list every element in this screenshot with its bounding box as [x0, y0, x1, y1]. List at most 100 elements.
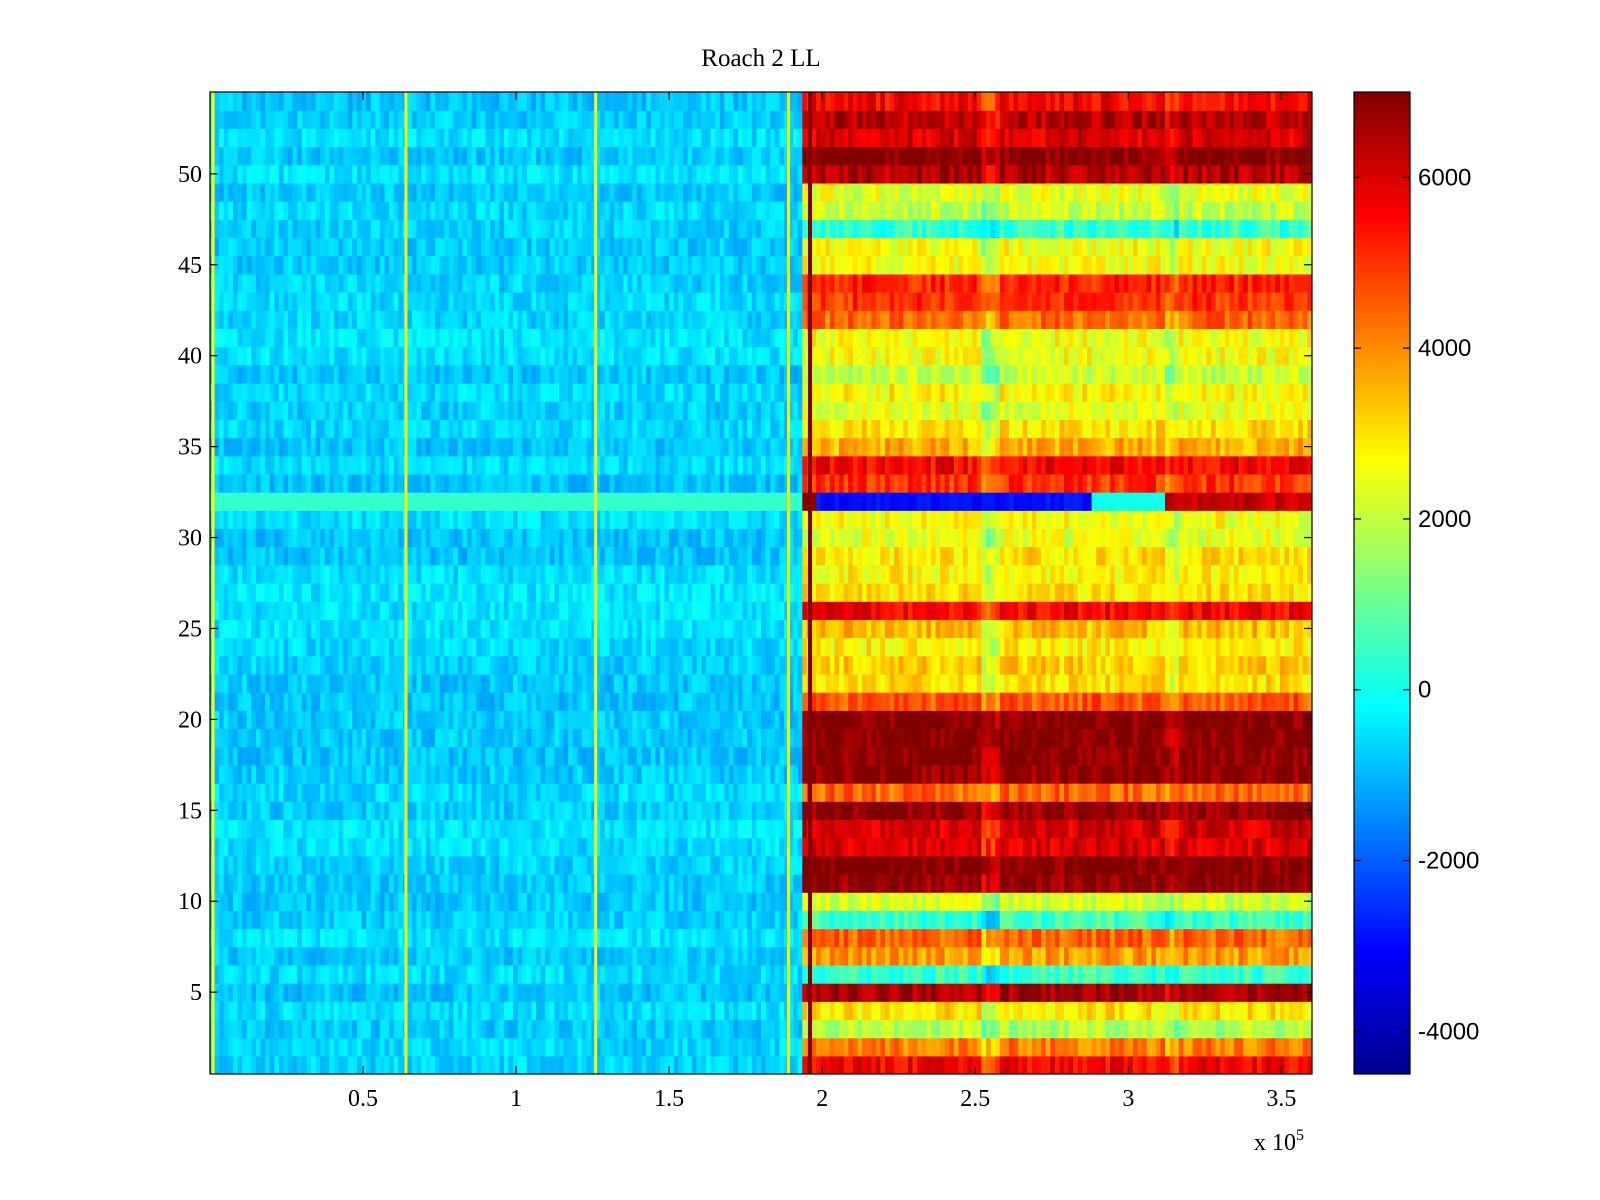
heatmap-cell [1082, 946, 1088, 966]
heatmap-cell [1050, 783, 1056, 802]
heatmap-cell [655, 1037, 661, 1057]
heatmap-cell [1105, 1019, 1111, 1039]
heatmap-cell [237, 873, 243, 893]
heatmap-cell [1279, 764, 1286, 784]
heatmap-cell [1174, 928, 1180, 948]
heatmap-cell [366, 928, 372, 948]
heatmap-cell [1298, 892, 1304, 911]
heatmap-cell [705, 746, 712, 766]
heatmap-cell [609, 728, 615, 748]
heatmap-cell [439, 783, 445, 802]
heatmap-cell [384, 983, 390, 1002]
heatmap-cell [517, 855, 523, 875]
heatmap-cell [1018, 746, 1024, 766]
heatmap-cell [751, 1001, 758, 1021]
heatmap-cell [738, 892, 744, 911]
heatmap-cell [242, 1037, 248, 1057]
heatmap-cell [1077, 819, 1084, 839]
heatmap-cell [572, 801, 578, 821]
heatmap-cell [444, 710, 450, 730]
heatmap-cell [223, 928, 229, 948]
heatmap-cell [756, 1037, 762, 1057]
heatmap-cell [839, 710, 845, 730]
heatmap-cell [242, 983, 248, 1002]
heatmap-cell [292, 946, 298, 966]
heatmap-cell [1307, 728, 1312, 748]
heatmap-cell [1022, 801, 1028, 821]
heatmap-cell [1022, 764, 1028, 784]
heatmap-cell [434, 910, 441, 930]
heatmap-cell [747, 764, 753, 784]
heatmap-cell [1252, 783, 1258, 802]
heatmap-cell [1155, 837, 1162, 857]
heatmap-cell [536, 746, 542, 766]
heatmap-cell [531, 946, 537, 966]
heatmap-cell [577, 801, 583, 821]
heatmap-cell [1188, 910, 1194, 930]
heatmap-cell [453, 928, 459, 948]
heatmap-cell [972, 710, 978, 730]
heatmap-cell [352, 783, 358, 802]
heatmap-cell [480, 819, 487, 839]
heatmap-cell [738, 728, 744, 748]
heatmap-cell [1256, 1055, 1263, 1074]
heatmap-cell [494, 764, 500, 784]
heatmap-cell [1229, 964, 1235, 984]
heatmap-cell [724, 928, 730, 948]
heatmap-cell [430, 728, 436, 748]
heatmap-cell [793, 1037, 799, 1057]
heatmap-cell [393, 1001, 399, 1021]
heatmap-cell [866, 837, 872, 857]
heatmap-cell [389, 710, 395, 730]
heatmap-cell [526, 928, 533, 948]
heatmap-cell [384, 837, 390, 857]
heatmap-cell [274, 983, 280, 1002]
heatmap-cell [324, 1037, 330, 1057]
heatmap-cell [866, 801, 872, 821]
heatmap-cell [976, 764, 982, 784]
heatmap-cell [1082, 855, 1088, 875]
heatmap-cell [343, 1055, 349, 1074]
heatmap-cell [907, 892, 914, 911]
heatmap-cell [540, 710, 546, 730]
heatmap-cell [848, 746, 854, 766]
heatmap-cell [1302, 783, 1309, 802]
heatmap-cell [1233, 964, 1240, 984]
heatmap-cell [269, 692, 275, 711]
heatmap-cell [338, 892, 344, 911]
heatmap-cell [315, 1001, 321, 1021]
heatmap-cell [1289, 837, 1295, 857]
heatmap-cell [416, 873, 422, 893]
heatmap-cell [356, 892, 363, 911]
heatmap-cell [604, 855, 611, 875]
heatmap-cell [963, 710, 969, 730]
heatmap-cell [779, 783, 785, 802]
heatmap-cell [623, 710, 629, 730]
heatmap-cell [517, 764, 523, 784]
heatmap-cell [549, 764, 555, 784]
heatmap-cell [531, 855, 537, 875]
heatmap-cell [637, 819, 643, 839]
heatmap-cell [343, 892, 349, 911]
heatmap-cell [747, 964, 753, 984]
heatmap-cell [963, 1019, 969, 1039]
heatmap-cell [1114, 910, 1120, 930]
heatmap-cell [595, 783, 601, 802]
heatmap-cell [508, 1037, 514, 1057]
heatmap-cell [1293, 1037, 1299, 1057]
heatmap-cell [733, 1001, 739, 1021]
heatmap-cell [255, 801, 262, 821]
heatmap-cell [283, 964, 289, 984]
heatmap-cell [366, 910, 372, 930]
heatmap-cell [389, 1019, 395, 1039]
heatmap-cell [471, 855, 477, 875]
heatmap-cell [857, 1001, 863, 1021]
heatmap-cell [1132, 1037, 1139, 1057]
heatmap-cell [324, 892, 330, 911]
heatmap-cell [715, 892, 721, 911]
heatmap-cell [1229, 710, 1235, 730]
heatmap-cell [1146, 746, 1152, 766]
heatmap-cell [903, 692, 909, 711]
heatmap-cell [632, 819, 638, 839]
heatmap-cell [715, 837, 721, 857]
